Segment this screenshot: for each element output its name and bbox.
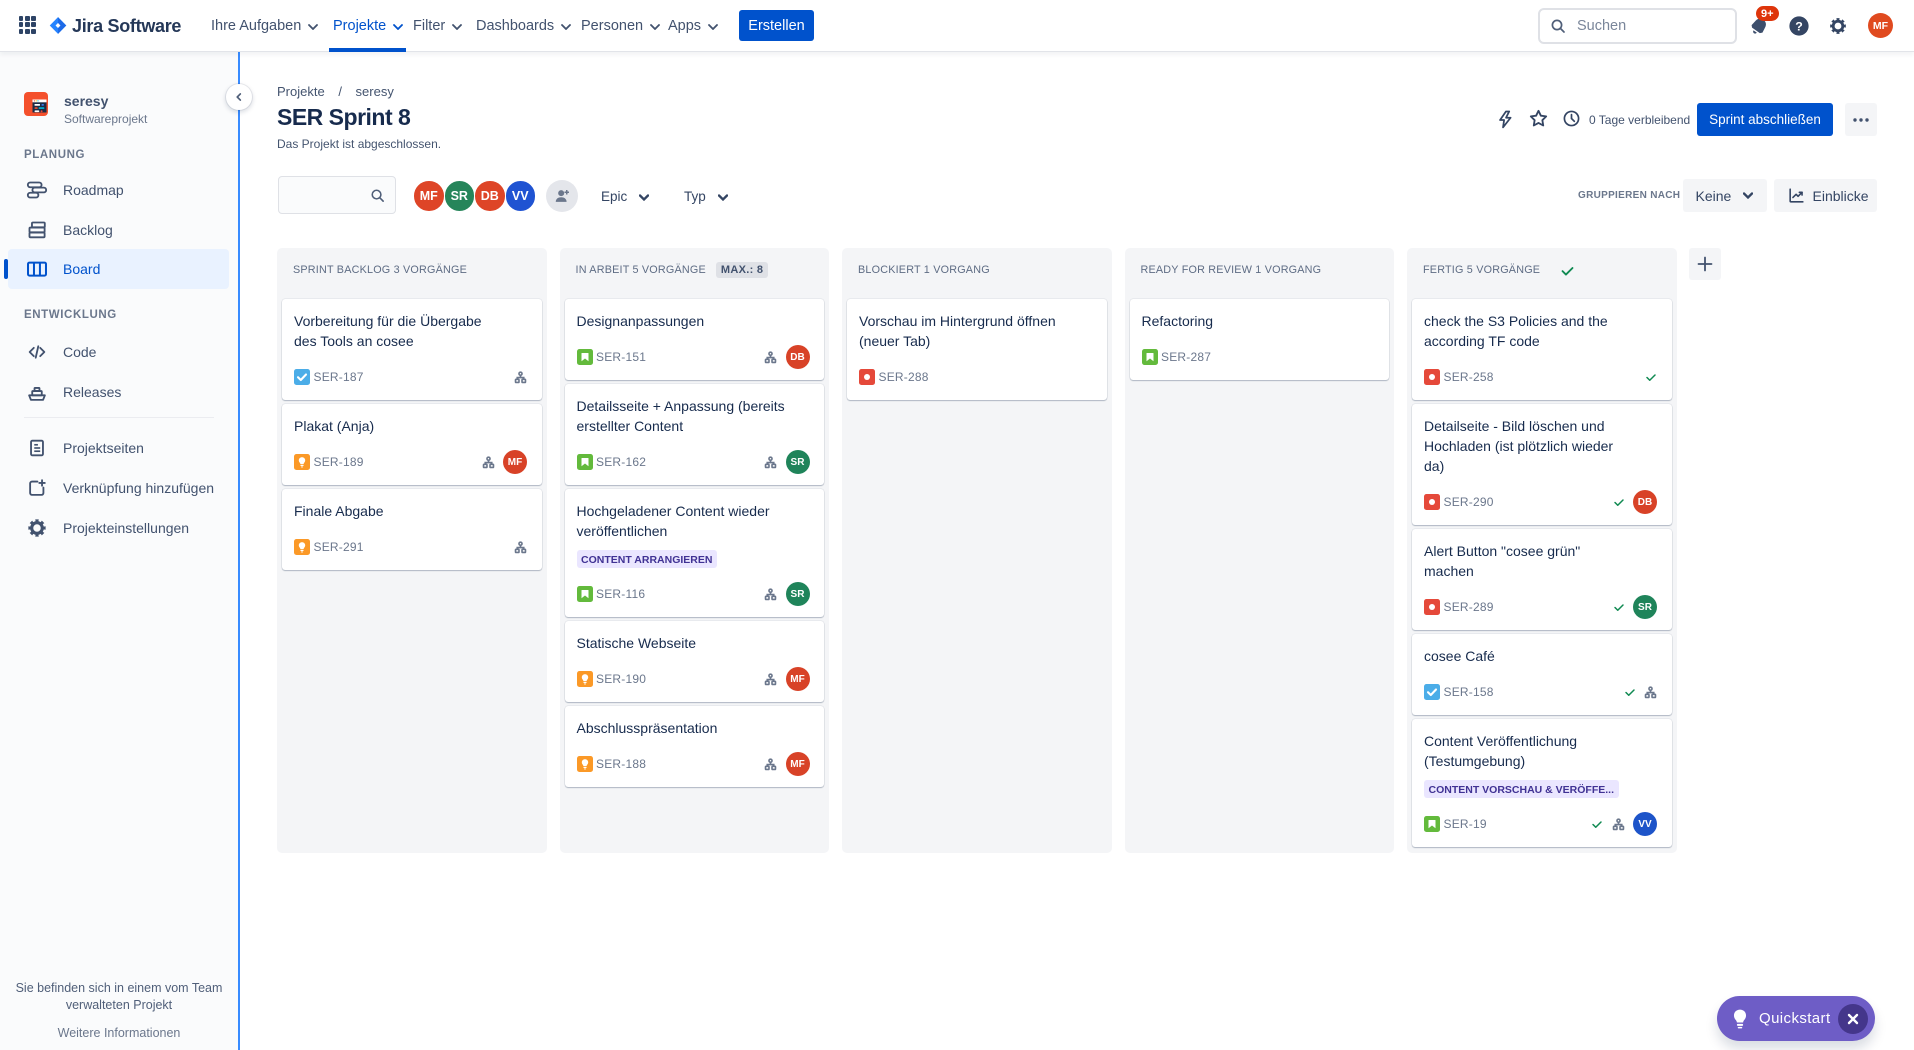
svg-text:?: ? — [1795, 19, 1803, 33]
